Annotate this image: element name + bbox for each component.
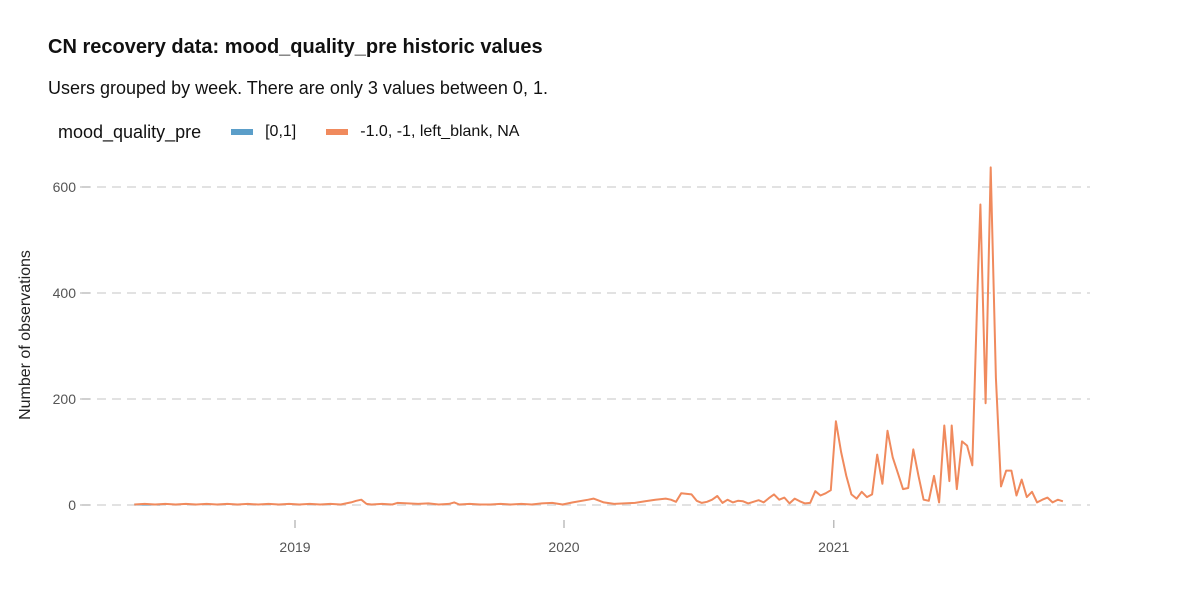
gridlines — [82, 186, 1090, 506]
legend-key-na — [326, 129, 349, 135]
x-axis: 2019 2020 2021 — [279, 520, 850, 555]
legend-item-0-1: [0,1] — [231, 123, 296, 141]
series-lines — [134, 166, 1064, 506]
x-tick-label-2019: 2019 — [279, 539, 310, 555]
x-tick-label-2020: 2020 — [548, 539, 579, 555]
chart-title: CN recovery data: mood_quality_pre histo… — [48, 36, 543, 58]
series-line-1 — [134, 166, 1064, 506]
chart-subtitle: Users grouped by week. There are only 3 … — [48, 78, 548, 98]
y-axis: 0 200 400 600 — [53, 179, 90, 513]
y-tick-label-0: 0 — [68, 497, 76, 513]
legend-label-0-1: [0,1] — [265, 123, 297, 140]
legend: mood_quality_pre [0,1] -1.0, -1, left_bl… — [58, 121, 549, 143]
legend-item-na: -1.0, -1, left_blank, NA — [326, 123, 519, 141]
y-tick-label-400: 400 — [53, 285, 77, 301]
legend-key-0-1 — [231, 129, 254, 135]
legend-label-na: -1.0, -1, left_blank, NA — [360, 123, 520, 140]
y-tick-label-200: 200 — [53, 391, 77, 407]
y-tick-label-600: 600 — [53, 179, 77, 195]
x-tick-label-2021: 2021 — [818, 539, 849, 555]
legend-title: mood_quality_pre — [58, 121, 202, 142]
